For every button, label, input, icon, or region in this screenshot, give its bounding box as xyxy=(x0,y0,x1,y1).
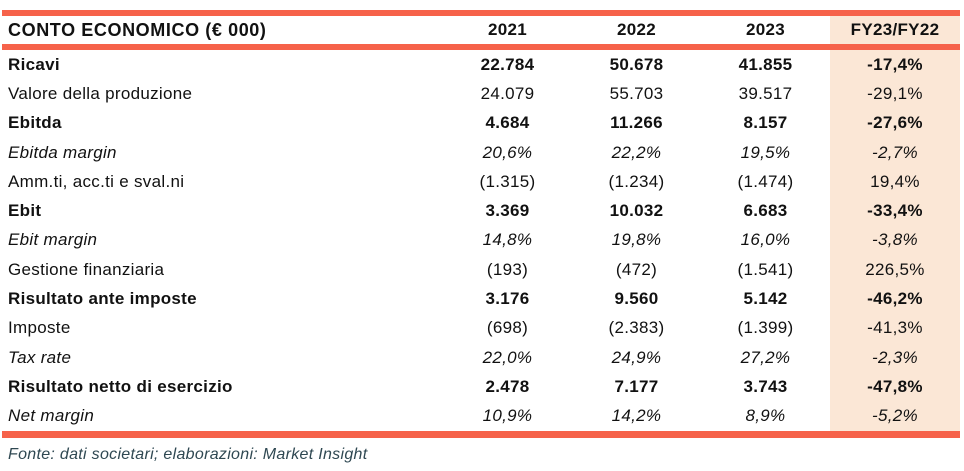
row-label: Valore della produzione xyxy=(8,83,193,103)
table-body: Ricavi 22.784 50.678 41.855 -17,4% Valore del… xyxy=(2,50,960,431)
row-value: 226,5% xyxy=(830,255,960,285)
table-title: CONTO ECONOMICO (€ 000) xyxy=(8,19,267,40)
row-value: 11.266 xyxy=(610,113,663,133)
row-label: Amm.ti, acc.ti e sval.ni xyxy=(8,171,185,191)
row-value: -29,1% xyxy=(830,79,960,109)
header-rule xyxy=(2,44,960,50)
row-value: 19,8% xyxy=(611,230,662,250)
row-value: 3.369 xyxy=(485,201,530,221)
row-value: -41,3% xyxy=(830,313,960,343)
table-row: Tax rate 22,0% 24,9% 27,2% -2,3% xyxy=(2,342,960,373)
row-label: Ricavi xyxy=(8,54,60,74)
row-value: (2.383) xyxy=(608,318,665,338)
row-label: Ebitda xyxy=(8,113,62,133)
row-value: -27,6% xyxy=(830,108,960,138)
table-row: Valore della produzione 24.079 55.703 39.51… xyxy=(2,79,960,109)
table-header-row: CONTO ECONOMICO (€ 000) 2021 2022 2023 F… xyxy=(2,16,960,44)
row-value: 10,9% xyxy=(482,406,533,426)
row-label: Ebit margin xyxy=(8,230,98,250)
row-value: 10.032 xyxy=(609,201,664,221)
row-value: 50.678 xyxy=(609,54,664,74)
row-value: -2,7% xyxy=(830,137,960,168)
table-row: Amm.ti, acc.ti e sval.ni (1.315) (1.234) (1… xyxy=(2,167,960,197)
row-value: -2,3% xyxy=(830,342,960,373)
row-value: 4.684 xyxy=(485,113,530,133)
table-row: Ebit margin 14,8% 19,8% 16,0% -3,8% xyxy=(2,225,960,256)
row-value: 3.176 xyxy=(485,289,530,309)
row-value: 6.683 xyxy=(743,201,788,221)
row-label: Tax rate xyxy=(8,347,72,367)
table-row: Imposte (698) (2.383) (1.399) -41,3% xyxy=(2,313,960,343)
column-header-fy23-fy22: FY23/FY22 xyxy=(830,16,960,44)
column-header-2023: 2023 xyxy=(745,20,786,39)
row-value: -17,4% xyxy=(830,50,960,80)
table-row: Ebitda 4.684 11.266 8.157 -27,6% xyxy=(2,108,960,138)
row-value: 16,0% xyxy=(740,230,791,250)
row-label: Risultato ante imposte xyxy=(8,289,197,309)
row-value: (698) xyxy=(486,318,529,338)
row-value: 8,9% xyxy=(745,406,786,426)
row-value: (1.315) xyxy=(479,171,536,191)
row-value: 27,2% xyxy=(740,347,791,367)
row-label: Gestione finanziaria xyxy=(8,259,165,279)
row-value: (1.234) xyxy=(608,171,665,191)
source-note: Fonte: dati societari; elaborazioni: Mar… xyxy=(8,445,368,463)
table-row: Gestione finanziaria (193) (472) (1.541) 226… xyxy=(2,255,960,285)
table-row: Risultato netto di esercizio 2.478 7.177 3.… xyxy=(2,372,960,402)
table-row: Net margin 10,9% 14,2% 8,9% -5,2% xyxy=(2,401,960,431)
row-value: (1.474) xyxy=(737,171,794,191)
row-value: -33,4% xyxy=(830,196,960,226)
table-row: Ebitda margin 20,6% 22,2% 19,5% -2,7% xyxy=(2,137,960,168)
income-statement-table: CONTO ECONOMICO (€ 000) 2021 2022 2023 F… xyxy=(2,10,960,464)
row-value: (1.399) xyxy=(737,318,794,338)
row-value: -3,8% xyxy=(830,225,960,256)
row-value: 24,9% xyxy=(611,347,662,367)
row-value: 41.855 xyxy=(738,54,793,74)
row-label: Ebit xyxy=(8,201,42,221)
row-value: 22,2% xyxy=(611,142,662,162)
row-value: 8.157 xyxy=(743,113,788,133)
row-value: 19,5% xyxy=(740,142,791,162)
row-value: (1.541) xyxy=(737,259,794,279)
row-value: -47,8% xyxy=(830,372,960,402)
row-value: -46,2% xyxy=(830,284,960,314)
table-row: Risultato ante imposte 3.176 9.560 5.142 -46… xyxy=(2,284,960,314)
row-value: 14,8% xyxy=(482,230,533,250)
row-value: 22.784 xyxy=(480,54,535,74)
column-header-2022: 2022 xyxy=(616,20,657,39)
row-value: 5.142 xyxy=(743,289,788,309)
row-value: 20,6% xyxy=(482,142,533,162)
row-label: Risultato netto di esercizio xyxy=(8,376,233,396)
row-value: 9.560 xyxy=(614,289,659,309)
row-value: 19,4% xyxy=(830,167,960,197)
row-label: Net margin xyxy=(8,406,95,426)
table-row: Ebit 3.369 10.032 6.683 -33,4% xyxy=(2,196,960,226)
row-value: 14,2% xyxy=(611,406,662,426)
row-value: 24.079 xyxy=(480,83,535,103)
row-value: -5,2% xyxy=(830,401,960,431)
row-value: (472) xyxy=(615,259,658,279)
row-label: Ebitda margin xyxy=(8,142,117,162)
top-rule xyxy=(2,10,960,16)
row-value: 39.517 xyxy=(738,83,793,103)
column-header-2021: 2021 xyxy=(487,20,528,39)
row-value: 7.177 xyxy=(614,376,659,396)
row-label: Imposte xyxy=(8,318,71,338)
row-value: 2.478 xyxy=(485,376,530,396)
row-value: (193) xyxy=(486,259,529,279)
row-value: 3.743 xyxy=(743,376,788,396)
table-row: Ricavi 22.784 50.678 41.855 -17,4% xyxy=(2,50,960,80)
bottom-rule xyxy=(2,430,960,438)
row-value: 22,0% xyxy=(482,347,533,367)
row-value: 55.703 xyxy=(609,83,664,103)
